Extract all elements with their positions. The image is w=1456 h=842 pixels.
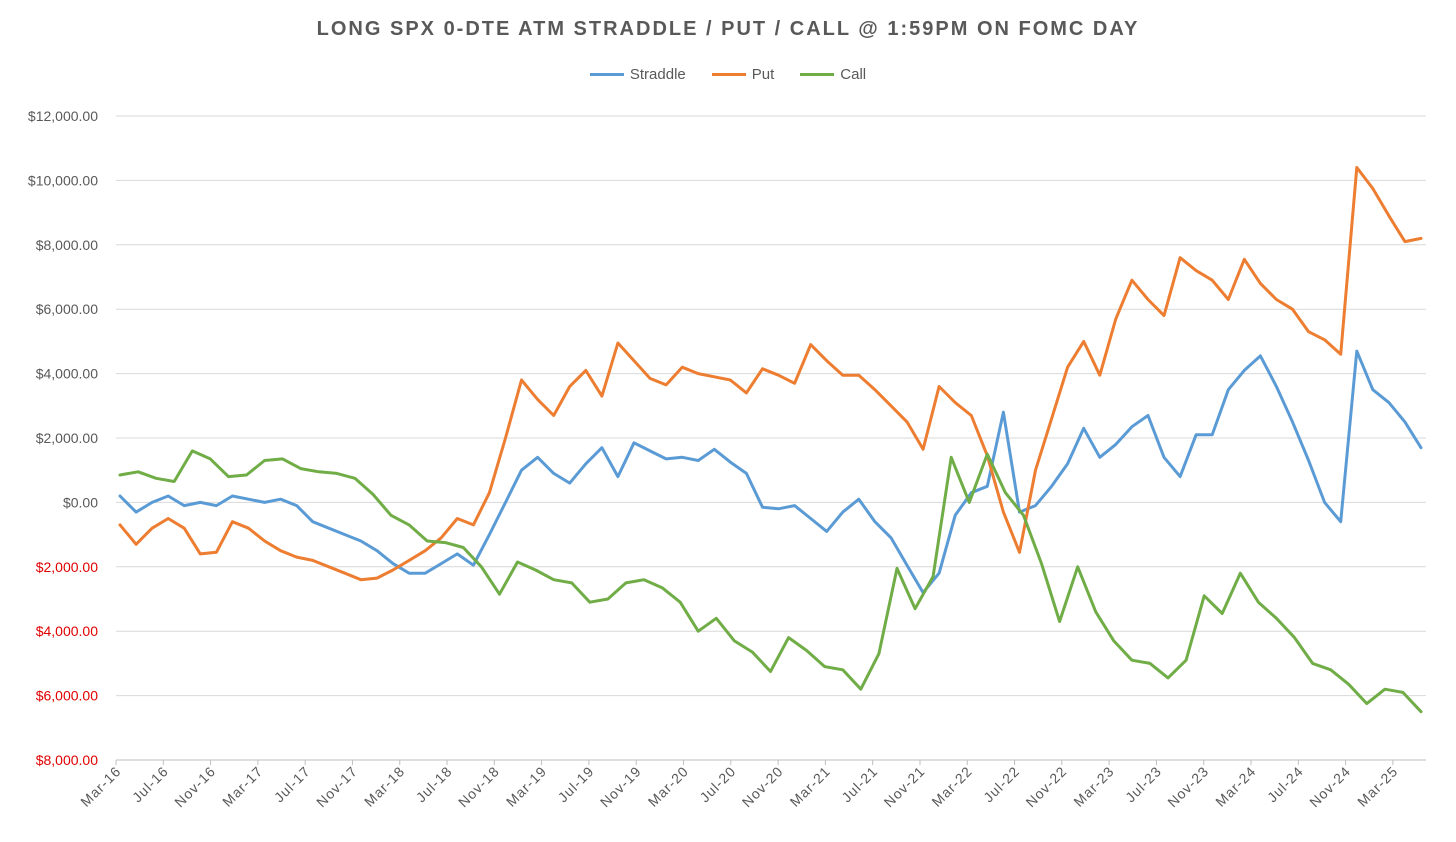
y-tick-label: $12,000.00 (28, 108, 98, 124)
series-line-straddle (118, 349, 1423, 595)
x-tick-label: Mar-17 (219, 763, 266, 810)
y-tick-label: $2,000.00 (36, 559, 98, 575)
x-tick-label: Mar-22 (928, 763, 975, 810)
y-tick-label: $6,000.00 (36, 301, 98, 317)
x-tick-label: Nov-20 (739, 763, 786, 810)
y-tick-label: $0.00 (63, 494, 98, 510)
x-tick-label: Jul-19 (555, 763, 598, 806)
x-tick-label: Nov-17 (313, 763, 360, 810)
y-tick-label: $2,000.00 (36, 430, 98, 446)
x-tick-label: Mar-25 (1354, 763, 1401, 810)
y-tick-label: $8,000.00 (36, 752, 98, 768)
legend-label: Put (751, 66, 775, 83)
y-axis-tick-labels: $12,000.00 $10,000.00 $8,000.00 $6,000.00 $4… (28, 108, 98, 768)
x-tick-label: Jul-22 (980, 763, 1023, 806)
x-tick-label: Jul-18 (413, 763, 456, 806)
legend-label: Straddle (629, 66, 686, 83)
x-tick-label: Nov-16 (171, 763, 218, 810)
legend-item-put: Put (711, 66, 775, 83)
x-tick-label: Nov-21 (881, 763, 928, 810)
series-line-call (118, 449, 1423, 714)
x-tick-label: Nov-18 (455, 763, 502, 810)
x-tick-label: Jul-16 (129, 763, 172, 806)
legend-item-call: Call (800, 66, 866, 83)
x-tick-label: Mar-19 (503, 763, 550, 810)
legend-swatch (800, 73, 835, 76)
x-tick-label: Jul-17 (271, 763, 314, 806)
legend: Straddle Put Call (0, 66, 1456, 83)
gridlines (116, 115, 1426, 761)
x-tick-label: Mar-24 (1212, 763, 1259, 810)
y-tick-label: $4,000.00 (36, 623, 98, 639)
series-lines (118, 166, 1423, 714)
x-tick-label: Jul-21 (838, 763, 881, 806)
x-tick-label: Mar-23 (1070, 763, 1117, 810)
x-tick-label: Mar-18 (361, 763, 408, 810)
x-tick-label: Mar-21 (787, 763, 834, 810)
legend-swatch (589, 73, 624, 76)
y-tick-label: $4,000.00 (36, 366, 98, 382)
y-tick-label: $6,000.00 (36, 688, 98, 704)
x-tick-label: Jul-24 (1264, 763, 1307, 806)
x-tick-label: Mar-20 (645, 763, 692, 810)
y-tick-label: $8,000.00 (36, 237, 98, 253)
x-tick-label: Mar-16 (77, 763, 124, 810)
x-tick-label: Nov-24 (1306, 763, 1353, 810)
x-tick-label: Jul-20 (696, 763, 739, 806)
chart-title: LONG SPX 0-DTE ATM STRADDLE / PUT / CALL… (316, 18, 1140, 40)
legend-label: Call (840, 66, 867, 83)
x-tick-label: Nov-22 (1022, 763, 1069, 810)
x-axis: Mar-16 Jul-16 Nov-16 Mar-17 Jul-17 Nov-17 Mar-… (77, 759, 1426, 810)
y-tick-label: $10,000.00 (28, 172, 98, 188)
legend-item-straddle: Straddle (589, 66, 686, 83)
series-line-put (118, 166, 1423, 582)
x-tick-label: Nov-23 (1164, 763, 1211, 810)
x-tick-label: Nov-19 (597, 763, 644, 810)
x-tick-label: Jul-23 (1122, 763, 1165, 806)
legend-swatch (711, 73, 746, 76)
